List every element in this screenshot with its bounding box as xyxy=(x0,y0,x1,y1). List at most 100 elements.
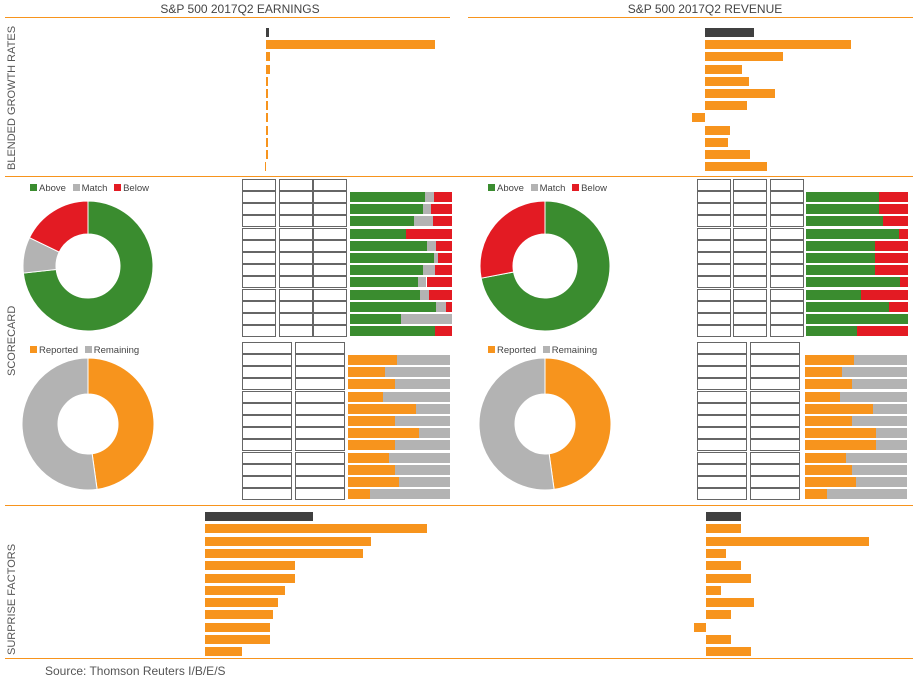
earnings-reported-reported-financials xyxy=(242,402,292,415)
section-rule-1 xyxy=(5,176,913,177)
earnings-growth-bar-real-estate xyxy=(266,150,268,159)
earnings-reported-bar-sp-500-reported xyxy=(348,355,397,365)
earnings-beat-cell-consumer-discretionary-1 xyxy=(279,203,313,216)
revenue-surprise-bar-financials xyxy=(706,573,751,583)
earnings-beat-bar-health-care-above xyxy=(350,253,434,263)
earnings-beat-bar-real-estate-below xyxy=(428,289,452,300)
revenue-reported-reported-energy xyxy=(697,390,747,403)
earnings-beat-bar-industrials-match xyxy=(423,265,435,276)
revenue-surprise-bar-sp-500 xyxy=(706,512,741,521)
earnings-reported-bar-industrials-reported xyxy=(348,428,419,439)
earnings-reported-legend: Reported Remaining xyxy=(30,345,139,356)
earnings-beat-donut-slice-below xyxy=(28,200,89,253)
earnings-beat-bar-consumer-staples-above xyxy=(350,216,414,227)
earnings-surprise-bar-technology xyxy=(205,524,427,534)
earnings-surprise-bar-industrials xyxy=(205,635,271,644)
earnings-beat-legend: Above Match Below xyxy=(30,183,149,194)
revenue-reported-bar-health-care-remaining xyxy=(851,416,907,426)
revenue-beat-bar-consumer-staples-below xyxy=(882,216,908,227)
revenue-growth-bar-energy xyxy=(705,40,852,50)
revenue-beat-bar-consumer-discretionary-below xyxy=(879,204,908,215)
earnings-beat-bar-consumer-discretionary-below xyxy=(430,204,452,215)
revenue-growth-bar-real-estate xyxy=(705,150,751,159)
earnings-reported-remaining-sp-500 xyxy=(295,354,345,366)
revenue-reported-bar-technology-reported xyxy=(805,464,853,475)
earnings-reported-reported-materials xyxy=(242,439,292,452)
revenue-beat-cell-industrials-2 xyxy=(770,264,804,277)
earnings-growth-bar-health-care xyxy=(266,101,268,111)
revenue-beat-cell-utilities-2 xyxy=(770,325,804,338)
earnings-beat-cell-energy-1 xyxy=(279,227,313,240)
earnings-beat-bar-consumer-staples-below xyxy=(432,216,452,227)
revenue-beat-bar-real-estate-below xyxy=(861,289,908,300)
revenue-surprise-bar-consumer-discretionary xyxy=(706,548,726,558)
earnings-reported-bar-technology-remaining xyxy=(395,464,450,475)
earnings-reported-bar-sp-500-remaining xyxy=(396,355,450,365)
revenue-reported-bar-sp-500-remaining xyxy=(853,355,907,365)
revenue-reported-reported-financials xyxy=(697,402,747,415)
earnings-beat-bar-materials-match xyxy=(418,277,427,288)
header-rule-right xyxy=(468,17,913,18)
revenue-growth-bar-telecom-services xyxy=(691,113,705,123)
earnings-surprise-bar-consumer-discretionary xyxy=(205,548,364,558)
earnings-reported-bar-consumer-discretionary-reported xyxy=(348,367,385,378)
earnings-surprise-bar-real-estate xyxy=(205,622,271,632)
revenue-reported-bar-health-care-reported xyxy=(805,416,852,426)
revenue-growth-bar-technology xyxy=(705,52,783,62)
earnings-beat-cell-real-estate-2 xyxy=(313,288,347,301)
revenue-beat-cell-industrials-1 xyxy=(733,264,767,277)
revenue-beat-cell-energy-0 xyxy=(697,227,731,240)
revenue-surprise-bar-utilities xyxy=(706,598,754,608)
earnings-beat-colhead-above xyxy=(242,179,276,191)
revenue-beat-cell-telecom-services-2 xyxy=(770,313,804,325)
earnings-beat-bar-financials-match xyxy=(426,240,436,251)
earnings-beat-cell-consumer-staples-0 xyxy=(242,215,276,228)
earnings-reported-remaining-energy xyxy=(295,390,345,403)
revenue-beat-cell-financials-1 xyxy=(733,239,767,252)
revenue-beat-bar-materials-above xyxy=(806,277,900,288)
revenue-surprise-bar-energy xyxy=(706,536,869,546)
earnings-reported-bar-utilities-reported xyxy=(348,489,370,500)
revenue-reported-legend: Reported Remaining xyxy=(488,345,597,356)
earnings-beat-cell-consumer-staples-2 xyxy=(313,215,347,228)
earnings-beat-cell-sp-500-1 xyxy=(279,191,313,203)
earnings-growth-bar-consumer-staples xyxy=(266,125,268,135)
earnings-beat-bar-real-estate-match xyxy=(420,289,429,300)
earnings-beat-cell-telecom-services-0 xyxy=(242,313,276,325)
revenue-beat-bar-health-care-above xyxy=(806,253,876,263)
earnings-reported-bar-telecom-services-remaining xyxy=(399,477,450,487)
revenue-beat-cell-health-care-0 xyxy=(697,252,731,264)
revenue-reported-donut xyxy=(478,357,612,491)
revenue-beat-cell-technology-2 xyxy=(770,300,804,313)
revenue-surprise-bar-real-estate xyxy=(693,622,706,632)
earnings-reported-reported-industrials xyxy=(242,427,292,440)
revenue-reported-bar-real-estate-remaining xyxy=(846,452,907,463)
earnings-growth-bar-sp-500 xyxy=(266,28,270,37)
earnings-reported-bar-financials-remaining xyxy=(416,403,450,414)
earnings-beat-bar-energy-above xyxy=(350,228,407,239)
earnings-reported-reported-telecom-services xyxy=(242,476,292,488)
revenue-beat-cell-real-estate-2 xyxy=(770,288,804,301)
revenue-beat-bar-industrials-above xyxy=(806,265,876,276)
revenue-beat-legend: Above Match Below xyxy=(488,183,607,194)
revenue-beat-cell-sp-500-1 xyxy=(733,191,767,203)
revenue-beat-cell-technology-0 xyxy=(697,300,731,313)
earnings-reported-donut xyxy=(21,357,155,491)
revenue-beat-cell-materials-1 xyxy=(733,276,767,289)
earnings-beat-cell-materials-1 xyxy=(279,276,313,289)
earnings-beat-bar-industrials-below xyxy=(434,265,452,276)
earnings-surprise-bar-telecom-services xyxy=(205,610,274,620)
earnings-reported-reported-real-estate xyxy=(242,451,292,464)
revenue-reported-remaining-real-estate xyxy=(750,451,800,464)
earnings-growth-bar-energy xyxy=(266,40,435,50)
surprise-section-label: SURPRISE FACTORS xyxy=(6,543,18,655)
earnings-beat-cell-industrials-2 xyxy=(313,264,347,277)
revenue-beat-cell-utilities-0 xyxy=(697,325,731,338)
revenue-beat-cell-consumer-discretionary-0 xyxy=(697,203,731,216)
earnings-beat-cell-energy-2 xyxy=(313,227,347,240)
earnings-reported-bar-consumer-staples-remaining xyxy=(394,379,450,390)
earnings-reported-reported-sp-500 xyxy=(242,354,292,366)
earnings-beat-cell-sp-500-2 xyxy=(313,191,347,203)
revenue-reported-reported-sp-500 xyxy=(697,354,747,366)
earnings-reported-reported-consumer-staples xyxy=(242,378,292,391)
